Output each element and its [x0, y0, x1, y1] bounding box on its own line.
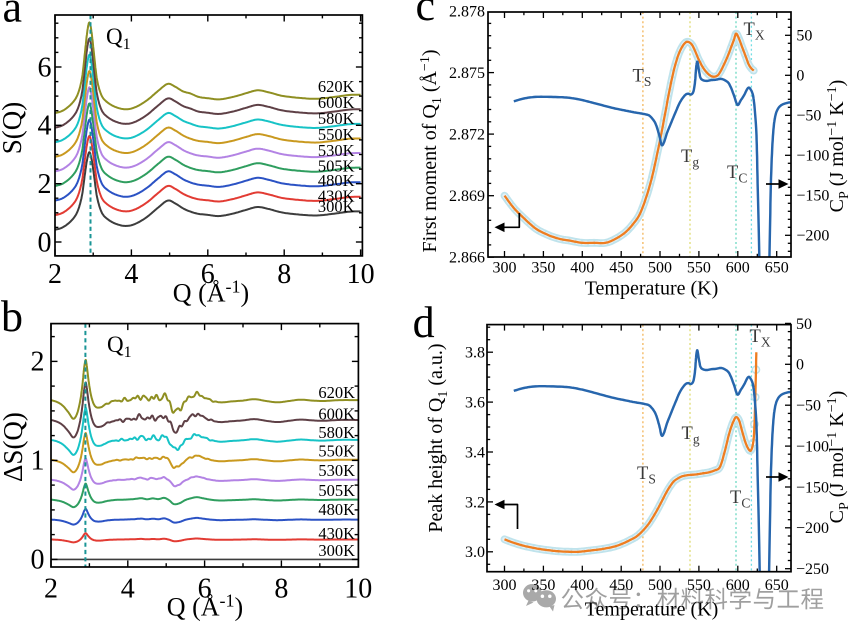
svg-text:0: 0: [796, 68, 804, 85]
svg-text:4: 4: [124, 259, 138, 290]
svg-text:3.0: 3.0: [465, 544, 485, 561]
svg-text:Peak height of Q1 (a.u.): Peak height of Q1 (a.u.): [425, 343, 451, 532]
svg-text:300K: 300K: [318, 197, 355, 216]
svg-text:50: 50: [796, 28, 812, 45]
svg-text:6: 6: [38, 52, 52, 83]
svg-text:2.875: 2.875: [449, 65, 485, 82]
svg-text:CP (J mol−1 K−1): CP (J mol−1 K−1): [825, 80, 852, 213]
svg-text:300: 300: [493, 577, 517, 594]
svg-text:400: 400: [570, 577, 594, 594]
svg-text:2.878: 2.878: [449, 4, 485, 21]
svg-text:0: 0: [31, 545, 45, 576]
svg-text:2.872: 2.872: [449, 127, 485, 144]
svg-text:10: 10: [347, 259, 375, 290]
svg-text:600K: 600K: [318, 404, 355, 423]
svg-text:300: 300: [493, 259, 517, 276]
svg-text:550: 550: [687, 259, 711, 276]
svg-text:ΔS(Q): ΔS(Q): [0, 412, 28, 482]
svg-text:2: 2: [31, 347, 45, 378]
svg-text:CP (J mol−1 K−1): CP (J mol−1 K−1): [825, 391, 852, 524]
svg-text:530K: 530K: [318, 141, 355, 160]
svg-text:3.4: 3.4: [465, 444, 485, 461]
svg-text:350: 350: [531, 259, 555, 276]
svg-text:580K: 580K: [318, 423, 355, 442]
svg-text:−250: −250: [796, 561, 829, 578]
svg-text:430K: 430K: [318, 187, 355, 206]
svg-text:−150: −150: [796, 188, 829, 205]
svg-text:600K: 600K: [318, 93, 355, 112]
svg-text:10: 10: [344, 573, 372, 604]
svg-text:2: 2: [48, 259, 62, 290]
svg-text:0: 0: [796, 357, 804, 374]
svg-text:400: 400: [570, 259, 594, 276]
svg-text:450: 450: [609, 259, 633, 276]
svg-text:530K: 530K: [318, 461, 355, 480]
svg-text:8: 8: [274, 573, 288, 604]
svg-text:480K: 480K: [318, 500, 355, 519]
svg-text:−100: −100: [796, 148, 829, 165]
svg-text:620K: 620K: [318, 77, 355, 96]
svg-text:620K: 620K: [318, 383, 355, 402]
svg-text:3.8: 3.8: [465, 345, 485, 362]
svg-text:c: c: [416, 0, 436, 30]
svg-text:−50: −50: [796, 108, 821, 125]
svg-text:0: 0: [38, 227, 52, 258]
svg-text:1: 1: [31, 446, 45, 477]
svg-text:480K: 480K: [318, 171, 355, 190]
svg-text:−50: −50: [796, 398, 821, 415]
svg-text:6: 6: [198, 573, 212, 604]
svg-text:2.869: 2.869: [449, 188, 485, 205]
svg-text:3.6: 3.6: [465, 395, 485, 412]
svg-text:505K: 505K: [318, 157, 355, 176]
svg-text:500: 500: [648, 577, 672, 594]
svg-text:4: 4: [38, 111, 52, 142]
svg-text:−150: −150: [796, 479, 829, 496]
svg-text:600: 600: [726, 577, 750, 594]
svg-text:2.866: 2.866: [449, 250, 485, 267]
svg-text:a: a: [3, 0, 23, 32]
svg-text:b: b: [1, 292, 23, 341]
svg-text:550: 550: [687, 577, 711, 594]
svg-text:Temperature (K): Temperature (K): [585, 598, 719, 620]
svg-text:500: 500: [648, 259, 672, 276]
svg-text:600: 600: [726, 259, 750, 276]
svg-text:50: 50: [796, 316, 812, 333]
svg-text:8: 8: [277, 259, 291, 290]
svg-text:S(Q): S(Q): [0, 102, 27, 155]
svg-text:Temperature (K): Temperature (K): [585, 278, 719, 300]
svg-text:300K: 300K: [318, 541, 355, 560]
svg-text:3.2: 3.2: [465, 494, 485, 511]
svg-text:450: 450: [609, 577, 633, 594]
svg-text:580K: 580K: [318, 109, 355, 128]
svg-text:−200: −200: [796, 228, 829, 245]
svg-text:2: 2: [44, 573, 58, 604]
svg-text:650: 650: [765, 577, 789, 594]
svg-text:2: 2: [38, 169, 52, 200]
svg-text:550K: 550K: [318, 442, 355, 461]
svg-text:d: d: [413, 298, 435, 347]
svg-text:550K: 550K: [318, 125, 355, 144]
svg-text:−200: −200: [796, 520, 829, 537]
svg-text:505K: 505K: [318, 481, 355, 500]
svg-text:4: 4: [121, 573, 135, 604]
svg-text:430K: 430K: [318, 524, 355, 543]
svg-text:−100: −100: [796, 439, 829, 456]
svg-text:650: 650: [765, 259, 789, 276]
svg-text:6: 6: [201, 259, 215, 290]
svg-text:First moment of Q1 (Å−1): First moment of Q1 (Å−1): [418, 49, 445, 252]
